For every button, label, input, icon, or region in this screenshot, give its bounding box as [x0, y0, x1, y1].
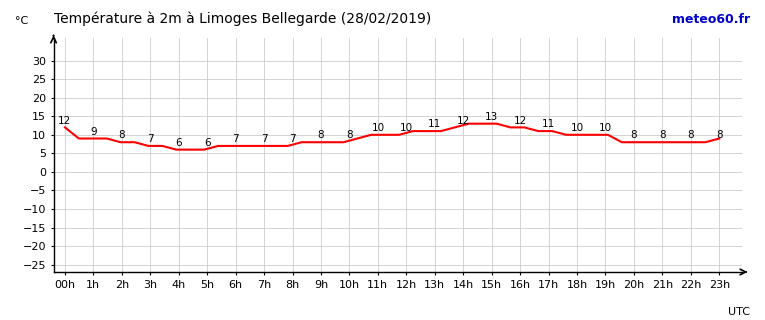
Text: Température à 2m à Limoges Bellegarde (28/02/2019): Température à 2m à Limoges Bellegarde (2…	[54, 11, 431, 26]
Text: 8: 8	[630, 130, 637, 140]
Text: 6: 6	[203, 138, 210, 148]
Text: 7: 7	[261, 134, 268, 144]
Text: 8: 8	[317, 130, 324, 140]
Text: 8: 8	[119, 130, 125, 140]
Text: 8: 8	[659, 130, 666, 140]
Text: 11: 11	[428, 119, 441, 129]
Text: 9: 9	[90, 127, 96, 137]
Text: °C: °C	[15, 16, 28, 26]
Text: 13: 13	[485, 112, 498, 122]
Text: meteo60.fr: meteo60.fr	[672, 12, 750, 26]
Text: 7: 7	[289, 134, 296, 144]
Text: 7: 7	[233, 134, 239, 144]
Text: 8: 8	[688, 130, 694, 140]
Text: 7: 7	[147, 134, 154, 144]
Text: 8: 8	[346, 130, 353, 140]
Text: 12: 12	[513, 116, 527, 125]
Text: 10: 10	[371, 123, 385, 133]
Text: 10: 10	[571, 123, 584, 133]
Text: 12: 12	[58, 116, 72, 125]
Text: 12: 12	[457, 116, 470, 125]
Text: 10: 10	[400, 123, 413, 133]
Text: 10: 10	[599, 123, 612, 133]
Text: UTC: UTC	[728, 307, 750, 317]
Text: 8: 8	[716, 130, 723, 140]
Text: 6: 6	[175, 138, 182, 148]
Text: 11: 11	[542, 119, 555, 129]
